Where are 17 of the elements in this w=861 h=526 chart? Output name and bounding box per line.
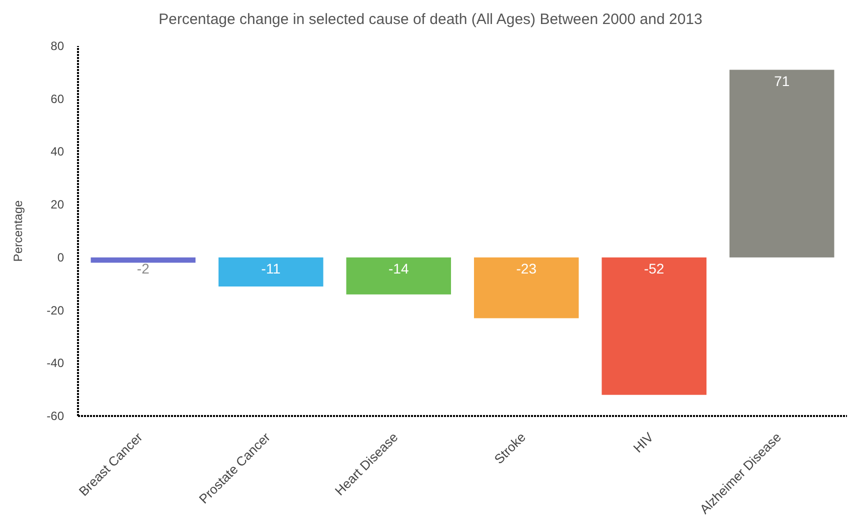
y-tick-label: 80 [50,39,64,53]
y-axis-title: Percentage [11,200,25,262]
y-tick-label: -60 [46,409,64,423]
data-label: 71 [774,72,790,89]
data-label: -23 [516,260,537,276]
y-tick-label: 20 [50,198,64,212]
y-tick-label: 40 [50,144,64,159]
data-label: -2 [136,260,150,276]
y-tick-label: 60 [50,92,64,106]
data-label: -14 [388,260,409,276]
y-tick-label: -40 [46,356,64,370]
y-tick-label: -20 [46,303,64,318]
chart-title: Percentage change in selected cause of death (All Ages) Between 2000 and 2013 [158,11,702,28]
x-tick-label: HIV [630,429,656,456]
data-label: -11 [261,260,281,276]
data-label: -52 [644,260,664,276]
y-tick-label: 0 [57,250,64,264]
